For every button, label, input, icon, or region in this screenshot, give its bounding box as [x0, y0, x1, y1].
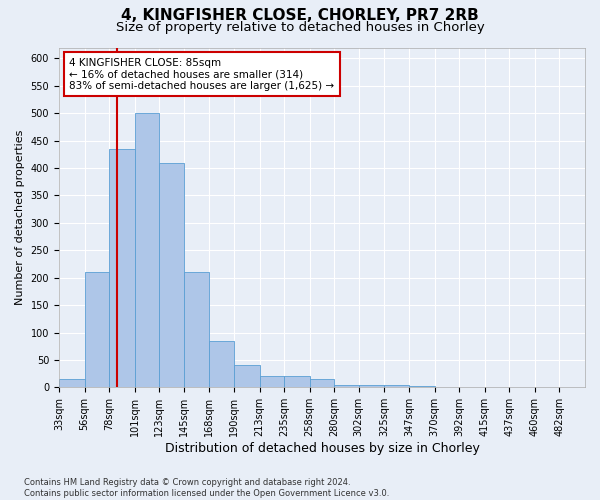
X-axis label: Distribution of detached houses by size in Chorley: Distribution of detached houses by size … [164, 442, 479, 455]
Bar [85, 272, 109, 388]
Bar [310, 379, 334, 388]
Bar [284, 376, 310, 388]
Bar [359, 384, 385, 388]
Bar [409, 386, 434, 388]
Bar [159, 162, 184, 388]
Bar [59, 379, 85, 388]
Bar [260, 376, 284, 388]
Bar [559, 387, 585, 388]
Bar [234, 366, 260, 388]
Bar [134, 114, 159, 388]
Bar [434, 387, 459, 388]
Bar [209, 341, 234, 388]
Text: Size of property relative to detached houses in Chorley: Size of property relative to detached ho… [116, 21, 484, 34]
Bar [109, 149, 134, 388]
Text: 4 KINGFISHER CLOSE: 85sqm
← 16% of detached houses are smaller (314)
83% of semi: 4 KINGFISHER CLOSE: 85sqm ← 16% of detac… [70, 58, 335, 91]
Bar [485, 387, 509, 388]
Bar [385, 384, 409, 388]
Bar [184, 272, 209, 388]
Text: 4, KINGFISHER CLOSE, CHORLEY, PR7 2RB: 4, KINGFISHER CLOSE, CHORLEY, PR7 2RB [121, 8, 479, 22]
Bar [334, 384, 359, 388]
Text: Contains HM Land Registry data © Crown copyright and database right 2024.
Contai: Contains HM Land Registry data © Crown c… [24, 478, 389, 498]
Y-axis label: Number of detached properties: Number of detached properties [15, 130, 25, 305]
